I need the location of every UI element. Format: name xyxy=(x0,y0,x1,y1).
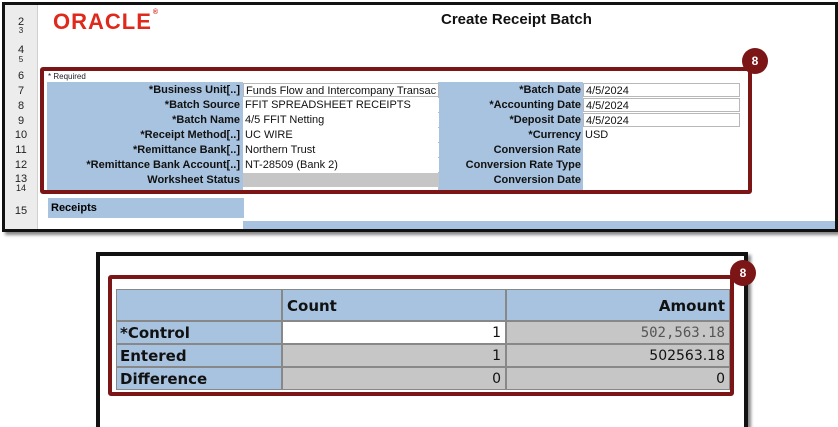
row-number: 15 xyxy=(14,205,28,217)
row-number: 8 xyxy=(17,100,25,112)
conversion-rate-label: Conversion Rate xyxy=(493,144,581,156)
deposit-date-label: *Deposit Date xyxy=(509,114,581,126)
accounting-date-label: *Accounting Date xyxy=(489,99,581,111)
page-title: Create Receipt Batch xyxy=(441,11,592,28)
batch-source-label: *Batch Source xyxy=(164,99,240,111)
entered-amount-cell: 502563.18 xyxy=(506,344,730,367)
batch-name-label: *Batch Name xyxy=(172,114,240,126)
control-count-cell[interactable]: 1 xyxy=(282,321,506,344)
oracle-logo: ORACLE® xyxy=(53,9,160,34)
left-label-column xyxy=(47,82,243,190)
required-note: * Required xyxy=(48,72,86,81)
batch-date-field[interactable]: 4/5/2024 xyxy=(583,83,740,97)
worksheet-status-label: Worksheet Status xyxy=(147,174,240,186)
row-number: 6 xyxy=(17,70,25,82)
row-number: 11 xyxy=(15,144,27,156)
remittance-bank-account-field[interactable]: NT-28509 (Bank 2) xyxy=(243,158,439,172)
row-number: 4 xyxy=(17,44,25,56)
row-number: 10 xyxy=(14,129,28,141)
accounting-date-field[interactable]: 4/5/2024 xyxy=(583,98,740,112)
difference-amount-cell: 0 xyxy=(506,367,730,390)
row-number: 7 xyxy=(17,85,25,97)
receipt-method-field[interactable]: UC WIRE xyxy=(243,128,439,142)
receipt-method-label: *Receipt Method[..] xyxy=(140,129,240,141)
row-number: 13 xyxy=(14,173,28,185)
row-number: 3 xyxy=(18,26,24,35)
count-column-header: Count xyxy=(282,289,506,321)
conversion-date-label: Conversion Date xyxy=(493,174,581,186)
entered-row-label: Entered xyxy=(116,344,282,367)
conversion-rate-type-field[interactable] xyxy=(583,158,740,172)
batch-source-field[interactable]: FFIT SPREADSHEET RECEIPTS xyxy=(243,98,439,112)
batch-name-field[interactable]: 4/5 FFIT Netting xyxy=(243,113,439,127)
conversion-rate-type-label: Conversion Rate Type xyxy=(465,159,581,171)
difference-count-cell: 0 xyxy=(282,367,506,390)
row-number: 14 xyxy=(15,183,26,193)
currency-field[interactable]: USD xyxy=(583,128,740,142)
row-number: 9 xyxy=(17,115,25,127)
row-number-gutter: 2 3 4 5 6 7 8 9 10 11 12 13 14 15 xyxy=(5,5,38,229)
batch-header-form: *Business Unit[..] Funds Flow and Interc… xyxy=(47,82,742,190)
batch-totals-sheet: Count Amount *Control 1 502,563.18 Enter… xyxy=(96,252,748,427)
business-unit-label: *Business Unit[..] xyxy=(148,84,240,96)
remittance-bank-account-label: *Remittance Bank Account[..] xyxy=(86,159,240,171)
corner-cell xyxy=(116,289,282,321)
remittance-bank-label: *Remittance Bank[..] xyxy=(133,144,240,156)
row-number: 5 xyxy=(18,55,24,64)
right-label-column xyxy=(438,82,583,190)
step-callout-badge: 8 xyxy=(730,260,756,286)
control-row-label: *Control xyxy=(116,321,282,344)
callout-highlight-header xyxy=(40,67,752,194)
conversion-rate-field[interactable] xyxy=(583,143,740,157)
entered-count-cell: 1 xyxy=(282,344,506,367)
currency-label: *Currency xyxy=(528,129,581,141)
worksheet-status-field xyxy=(243,173,439,187)
step-callout-badge: 8 xyxy=(742,48,768,74)
row-number: 2 xyxy=(17,16,25,28)
receipts-section-header: Receipts xyxy=(48,198,244,218)
batch-date-label: *Batch Date xyxy=(519,84,581,96)
conversion-date-field[interactable] xyxy=(583,173,740,187)
business-unit-field[interactable]: Funds Flow and Intercompany Transac xyxy=(243,83,439,97)
difference-row-label: Difference xyxy=(116,367,282,390)
receipts-header-strip xyxy=(243,221,835,229)
row-number: 12 xyxy=(14,159,28,171)
remittance-bank-field[interactable]: Northern Trust xyxy=(243,143,439,157)
amount-column-header: Amount xyxy=(506,289,730,321)
deposit-date-field[interactable]: 4/5/2024 xyxy=(583,113,740,127)
control-amount-cell[interactable]: 502,563.18 xyxy=(506,321,730,344)
callout-highlight-totals xyxy=(108,275,734,396)
